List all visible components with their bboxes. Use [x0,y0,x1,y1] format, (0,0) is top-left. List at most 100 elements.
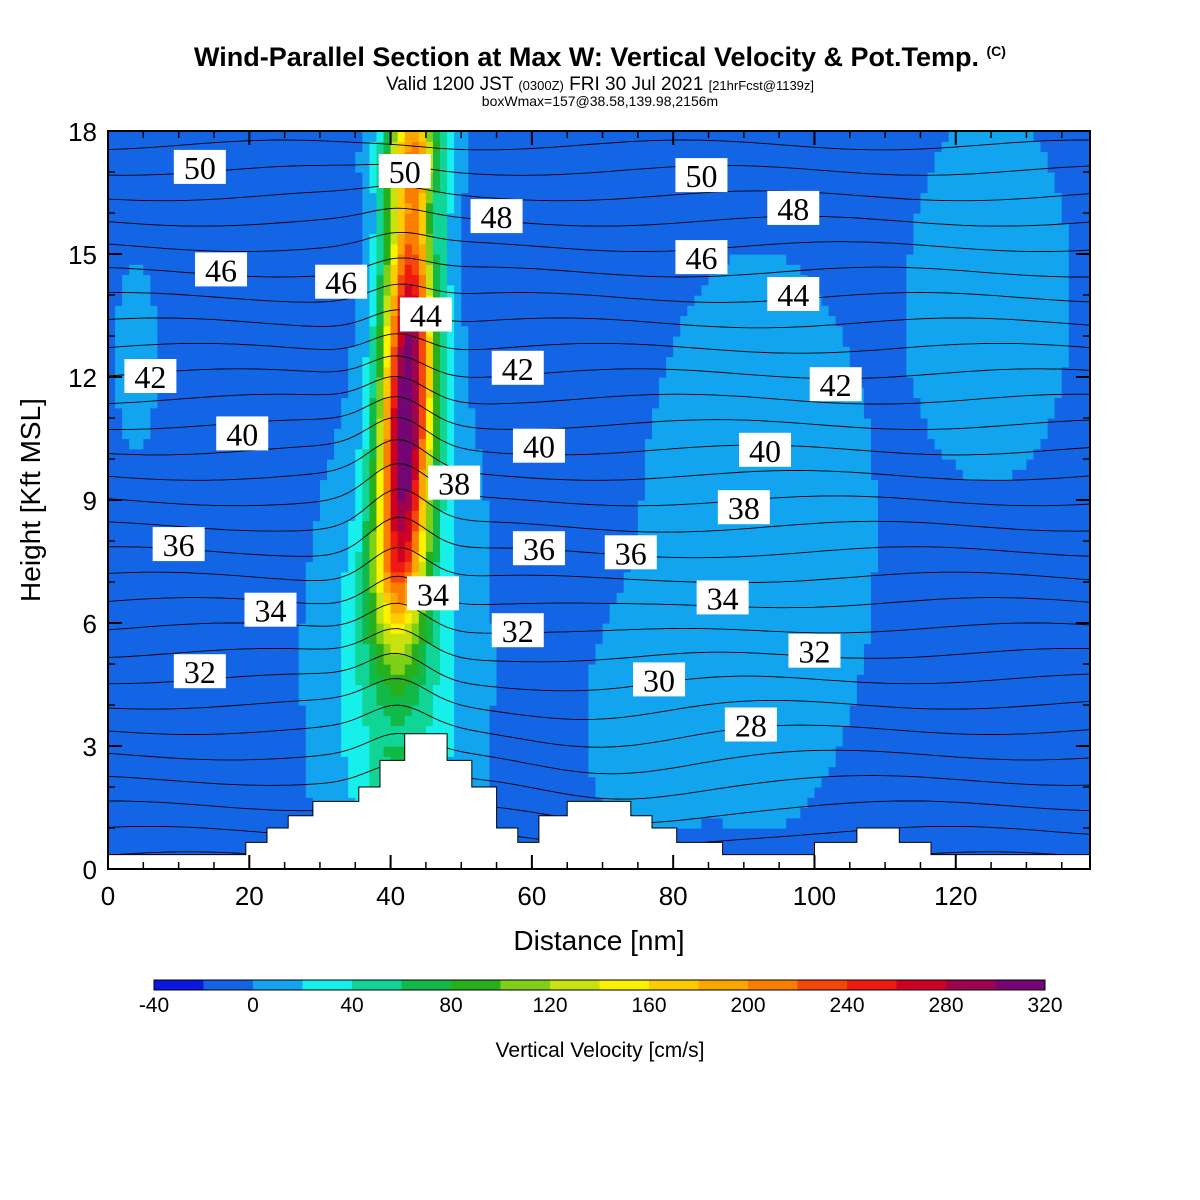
field-cell [348,305,356,317]
field-cell [312,592,321,604]
field-cell [136,336,144,347]
field-cell [334,377,342,388]
field-cell [263,715,272,727]
field-cell [404,520,413,532]
field-cell [503,274,512,286]
field-cell [496,571,505,583]
field-cell [108,787,116,798]
field-cell [447,541,455,552]
field-cell [503,469,512,481]
field-cell [108,243,116,255]
field-cell [171,510,180,522]
field-cell [510,797,519,809]
field-cell [560,202,568,214]
field-cell [270,797,279,809]
field-cell [390,264,399,276]
field-cell [489,551,498,563]
field-cell [510,141,519,153]
field-cell [503,479,512,491]
field-cell [206,766,215,778]
field-cell [510,571,519,583]
field-cell [447,264,455,276]
field-cell [503,561,512,573]
field-cell [291,305,300,317]
field-cell [383,500,392,511]
field-cell [284,633,293,645]
field-cell [461,172,469,183]
field-cell [312,684,321,696]
field-cell [510,284,519,296]
field-cell [249,254,257,265]
field-cell [199,510,208,522]
field-cell [489,694,498,706]
field-cell [185,787,194,798]
field-cell [376,295,385,306]
field-cell [298,520,307,532]
field-cell [143,623,151,634]
field-cell [461,315,469,327]
field-cell [468,151,476,163]
field-cell [129,141,137,153]
field-cell [115,254,123,265]
field-cell [108,233,116,245]
field-cell [468,592,476,604]
field-cell [312,397,321,409]
field-cell [157,520,166,532]
field-cell [221,551,229,563]
field-cell [150,397,159,409]
field-cell [263,448,272,460]
field-cell [574,295,582,306]
field-cell [581,530,590,542]
field-cell [221,776,229,788]
field-cell [228,182,236,194]
field-cell [305,192,314,204]
field-cell [129,469,137,481]
field-cell [235,397,243,409]
field-cell [475,582,484,593]
field-cell [418,725,427,737]
field-cell [567,500,575,511]
field-cell [524,797,533,809]
field-cell [517,735,526,747]
field-cell [235,541,243,552]
field-cell [143,561,151,573]
field-cell [348,561,356,573]
field-cell [157,510,166,522]
field-cell [475,705,484,716]
field-cell [284,479,293,491]
field-cell [284,131,293,142]
field-cell [468,428,476,440]
field-cell [482,448,491,460]
field-cell [588,428,597,440]
field-cell [242,684,250,696]
field-cell [524,264,533,276]
field-cell [143,705,151,716]
field-cell [411,510,420,522]
field-cell [249,541,257,552]
field-cell [376,694,385,706]
field-cell [397,366,406,378]
field-cell [461,305,469,317]
field-cell [567,418,575,429]
field-cell [397,397,406,409]
field-cell [581,582,590,593]
field-cell [291,766,300,778]
field-cell [390,305,399,317]
field-cell [270,305,279,317]
field-cell [404,694,413,706]
field-cell [397,551,406,563]
field-cell [136,623,144,634]
field-cell [588,756,597,768]
field-cell [560,356,568,368]
field-cell [341,489,349,501]
field-cell [418,254,427,265]
field-cell [213,848,222,860]
field-cell [355,469,363,481]
field-cell [440,705,448,716]
field-cell [390,448,399,460]
field-cell [319,674,328,686]
field-cell [171,264,180,276]
field-cell [496,715,505,727]
field-cell [192,643,201,655]
field-cell [588,489,597,501]
